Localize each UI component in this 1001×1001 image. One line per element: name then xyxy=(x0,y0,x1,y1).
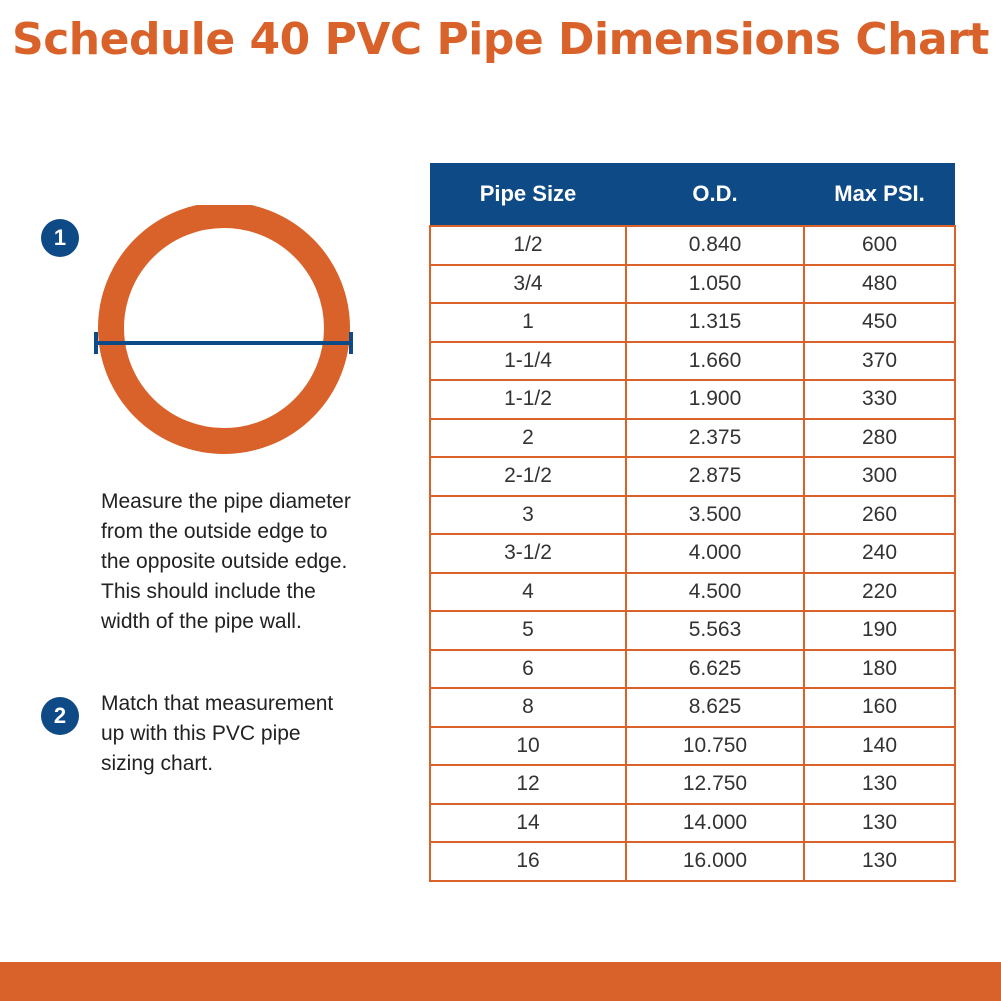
cell-max-psi: 130 xyxy=(803,764,956,805)
cell-pipe-size: 3/4 xyxy=(429,263,627,304)
cell-pipe-size: 2 xyxy=(429,417,627,458)
cell-od: 2.875 xyxy=(625,456,805,497)
header-max-psi: Max PSI. xyxy=(804,163,955,226)
cell-pipe-size: 12 xyxy=(429,764,627,805)
table-row: 14 14.000 130 xyxy=(429,802,956,843)
cell-od: 1.900 xyxy=(625,379,805,420)
cell-od: 2.375 xyxy=(625,417,805,458)
cell-od: 3.500 xyxy=(625,494,805,535)
cell-pipe-size: 14 xyxy=(429,802,627,843)
cell-max-psi: 220 xyxy=(803,571,956,612)
step-2-text: Match that measurement up with this PVC … xyxy=(101,692,334,775)
table-row: 1 1.315 450 xyxy=(429,302,956,343)
header-od: O.D. xyxy=(626,163,804,226)
page-title: Schedule 40 PVC Pipe Dimensions Chart xyxy=(12,14,989,65)
cell-pipe-size: 1 xyxy=(429,302,627,343)
cell-od: 1.315 xyxy=(625,302,805,343)
cell-od: 12.750 xyxy=(625,764,805,805)
pipe-cross-section-diagram xyxy=(94,205,353,454)
cell-od: 14.000 xyxy=(625,802,805,843)
cell-pipe-size: 6 xyxy=(429,648,627,689)
table-row: 4 4.500 220 xyxy=(429,571,956,612)
table-row: 5 5.563 190 xyxy=(429,610,956,651)
table-row: 1-1/4 1.660 370 xyxy=(429,340,956,381)
step-1-badge: 1 xyxy=(41,219,79,257)
cell-od: 0.840 xyxy=(625,225,805,266)
table-row: 6 6.625 180 xyxy=(429,648,956,689)
cell-pipe-size: 1-1/2 xyxy=(429,379,627,420)
cell-pipe-size: 1/2 xyxy=(429,225,627,266)
cell-max-psi: 130 xyxy=(803,802,956,843)
pipe-wall-ring xyxy=(98,205,350,454)
table-row: 16 16.000 130 xyxy=(429,841,956,882)
footer-bar xyxy=(0,962,1001,1001)
cell-max-psi: 190 xyxy=(803,610,956,651)
cell-pipe-size: 3 xyxy=(429,494,627,535)
cell-max-psi: 480 xyxy=(803,263,956,304)
cell-max-psi: 370 xyxy=(803,340,956,381)
table-header-row: Pipe Size O.D. Max PSI. xyxy=(430,163,955,226)
table-row: 3 3.500 260 xyxy=(429,494,956,535)
cell-max-psi: 450 xyxy=(803,302,956,343)
table-row: 3-1/2 4.000 240 xyxy=(429,533,956,574)
cell-max-psi: 140 xyxy=(803,725,956,766)
cell-od: 1.660 xyxy=(625,340,805,381)
table-row: 3/4 1.050 480 xyxy=(429,263,956,304)
cell-od: 5.563 xyxy=(625,610,805,651)
cell-od: 6.625 xyxy=(625,648,805,689)
cell-pipe-size: 1-1/4 xyxy=(429,340,627,381)
step-2-badge: 2 xyxy=(41,697,79,735)
cell-pipe-size: 16 xyxy=(429,841,627,882)
cell-max-psi: 160 xyxy=(803,687,956,728)
cell-max-psi: 280 xyxy=(803,417,956,458)
table-row: 10 10.750 140 xyxy=(429,725,956,766)
header-pipe-size: Pipe Size xyxy=(430,163,626,226)
cell-od: 16.000 xyxy=(625,841,805,882)
table-row: 2 2.375 280 xyxy=(429,417,956,458)
cell-max-psi: 240 xyxy=(803,533,956,574)
cell-max-psi: 600 xyxy=(803,225,956,266)
cell-max-psi: 180 xyxy=(803,648,956,689)
table-row: 1-1/2 1.900 330 xyxy=(429,379,956,420)
cell-max-psi: 260 xyxy=(803,494,956,535)
cell-pipe-size: 8 xyxy=(429,687,627,728)
cell-pipe-size: 3-1/2 xyxy=(429,533,627,574)
table-row: 8 8.625 160 xyxy=(429,687,956,728)
cell-pipe-size: 4 xyxy=(429,571,627,612)
cell-od: 10.750 xyxy=(625,725,805,766)
cell-od: 4.500 xyxy=(625,571,805,612)
cell-max-psi: 130 xyxy=(803,841,956,882)
cell-max-psi: 300 xyxy=(803,456,956,497)
table-row: 1/2 0.840 600 xyxy=(429,225,956,266)
cell-pipe-size: 2-1/2 xyxy=(429,456,627,497)
table-row: 2-1/2 2.875 300 xyxy=(429,456,956,497)
cell-max-psi: 330 xyxy=(803,379,956,420)
step-1-text: Measure the pipe diameter from the outsi… xyxy=(101,490,351,633)
cell-pipe-size: 10 xyxy=(429,725,627,766)
cell-od: 1.050 xyxy=(625,263,805,304)
cell-od: 4.000 xyxy=(625,533,805,574)
table-row: 12 12.750 130 xyxy=(429,764,956,805)
cell-od: 8.625 xyxy=(625,687,805,728)
pipe-dimensions-table: Pipe Size O.D. Max PSI. 1/2 0.840 600 3/4 1.… xyxy=(429,163,956,882)
cell-pipe-size: 5 xyxy=(429,610,627,651)
